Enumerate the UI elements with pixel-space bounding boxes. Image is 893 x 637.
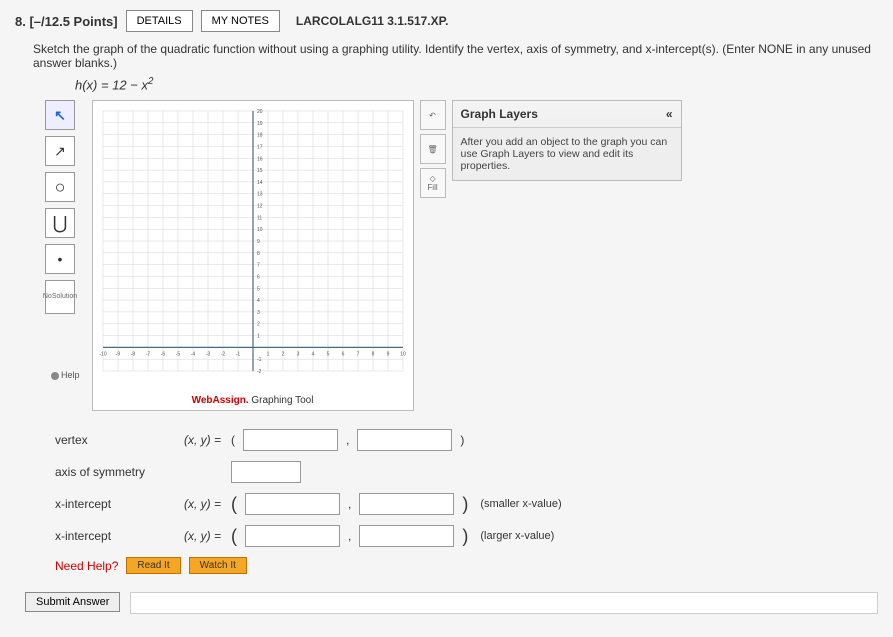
svg-text:1: 1 xyxy=(266,352,269,358)
svg-text:6: 6 xyxy=(257,275,260,281)
svg-text:16: 16 xyxy=(257,157,263,163)
svg-text:-8: -8 xyxy=(130,352,135,358)
larger-hint: (larger x-value) xyxy=(480,530,554,542)
svg-text:-9: -9 xyxy=(115,352,120,358)
parabola-tool[interactable]: ⋃ xyxy=(45,208,75,238)
svg-text:3: 3 xyxy=(257,310,260,316)
delete-button[interactable]: 🗑 xyxy=(420,134,446,164)
details-button[interactable]: DETAILS xyxy=(126,10,193,32)
layers-title: Graph Layers xyxy=(461,107,538,121)
svg-text:2: 2 xyxy=(257,322,260,328)
xint2-x-input[interactable] xyxy=(245,525,340,547)
svg-text:19: 19 xyxy=(257,121,263,127)
svg-text:-1: -1 xyxy=(257,358,262,364)
svg-text:10: 10 xyxy=(400,352,406,358)
layers-body: After you add an object to the graph you… xyxy=(453,127,681,180)
svg-text:-4: -4 xyxy=(190,352,195,358)
pair-label: (x, y) = xyxy=(163,497,223,511)
question-code: LARCOLALG11 3.1.517.XP. xyxy=(296,14,449,28)
fill-button[interactable]: ◇Fill xyxy=(420,168,446,198)
svg-text:9: 9 xyxy=(386,352,389,358)
axis-label: axis of symmetry xyxy=(55,465,155,479)
svg-text:-1: -1 xyxy=(235,352,240,358)
svg-text:-10: -10 xyxy=(99,352,106,358)
svg-text:5: 5 xyxy=(326,352,329,358)
svg-text:-5: -5 xyxy=(175,352,180,358)
svg-text:8: 8 xyxy=(257,251,260,257)
need-help-label: Need Help? xyxy=(55,559,118,573)
xint1-x-input[interactable] xyxy=(245,493,340,515)
svg-text:8: 8 xyxy=(371,352,374,358)
graph-panel: -10-9-8-7-6-5-4-3-2-11234567891012345678… xyxy=(92,100,414,411)
svg-text:1: 1 xyxy=(257,334,260,340)
svg-text:5: 5 xyxy=(257,287,260,293)
point-tool[interactable]: • xyxy=(45,244,75,274)
graph-layers-panel: Graph Layers « After you add an object t… xyxy=(452,100,682,181)
pointer-tool[interactable]: ↖ xyxy=(45,100,75,130)
undo-button[interactable]: ↶ xyxy=(420,100,446,130)
pair-label: (x, y) = xyxy=(163,529,223,543)
svg-text:7: 7 xyxy=(257,263,260,269)
svg-text:2: 2 xyxy=(281,352,284,358)
svg-text:17: 17 xyxy=(257,145,263,151)
vertex-x-input[interactable] xyxy=(243,429,338,451)
read-it-button[interactable]: Read It xyxy=(126,557,180,574)
svg-text:4: 4 xyxy=(311,352,314,358)
smaller-hint: (smaller x-value) xyxy=(480,498,561,510)
graph-caption: WebAssign. Graphing Tool xyxy=(93,391,413,410)
svg-text:6: 6 xyxy=(341,352,344,358)
formula: h(x) = 12 − x2 xyxy=(75,76,878,92)
pair-label: (x, y) = xyxy=(163,433,223,447)
svg-text:12: 12 xyxy=(257,204,263,210)
vertex-label: vertex xyxy=(55,433,155,447)
vertex-y-input[interactable] xyxy=(357,429,452,451)
graph-side-tools: ↶ 🗑 ◇Fill xyxy=(420,100,446,198)
svg-text:-7: -7 xyxy=(145,352,150,358)
svg-text:7: 7 xyxy=(356,352,359,358)
no-solution-tool[interactable]: NoSolution xyxy=(45,280,75,314)
question-number: 8. [–/12.5 Points] xyxy=(15,14,118,29)
svg-text:14: 14 xyxy=(257,180,263,186)
svg-text:18: 18 xyxy=(257,133,263,139)
svg-text:-3: -3 xyxy=(205,352,210,358)
svg-text:-2: -2 xyxy=(220,352,225,358)
circle-tool[interactable]: ○ xyxy=(45,172,75,202)
graph-canvas[interactable]: -10-9-8-7-6-5-4-3-2-11234567891012345678… xyxy=(93,101,413,391)
svg-text:-6: -6 xyxy=(160,352,165,358)
submit-answer-button[interactable]: Submit Answer xyxy=(25,592,120,612)
question-prompt: Sketch the graph of the quadratic functi… xyxy=(33,42,878,70)
svg-text:15: 15 xyxy=(257,168,263,174)
svg-text:11: 11 xyxy=(257,216,262,222)
feedback-area xyxy=(130,592,878,614)
svg-text:10: 10 xyxy=(257,228,263,234)
xint2-label: x-intercept xyxy=(55,529,155,543)
svg-text:4: 4 xyxy=(257,298,260,304)
watch-it-button[interactable]: Watch It xyxy=(189,557,247,574)
xint1-y-input[interactable] xyxy=(359,493,454,515)
svg-text:20: 20 xyxy=(257,109,263,115)
xint2-y-input[interactable] xyxy=(359,525,454,547)
my-notes-button[interactable]: MY NOTES xyxy=(201,10,280,32)
svg-text:3: 3 xyxy=(296,352,299,358)
graph-toolbox: ↖ ↗ ○ ⋃ • NoSolution Help xyxy=(45,100,86,384)
svg-text:9: 9 xyxy=(257,239,260,245)
axis-input[interactable] xyxy=(231,461,301,483)
collapse-icon[interactable]: « xyxy=(666,107,673,121)
xint1-label: x-intercept xyxy=(55,497,155,511)
line-tool[interactable]: ↗ xyxy=(45,136,75,166)
svg-text:-2: -2 xyxy=(257,369,262,375)
svg-text:13: 13 xyxy=(257,192,263,198)
graph-help[interactable]: Help xyxy=(45,366,86,384)
